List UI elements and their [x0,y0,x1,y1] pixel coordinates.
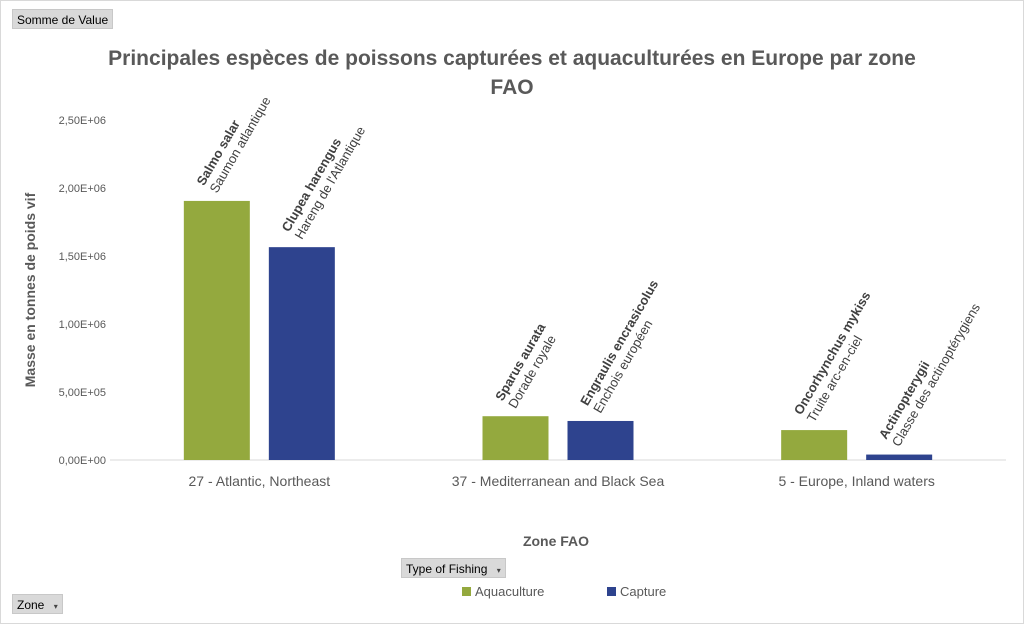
y-tick-label: 1,00E+06 [59,319,106,331]
bar-aquaculture [482,416,549,460]
bar-aquaculture [781,430,848,460]
y-tick-label: 5,00E+05 [59,387,106,399]
x-category-label: 5 - Europe, Inland waters [778,473,934,489]
chart-title-line-1: Principales espèces de poissons capturée… [108,47,916,70]
value-field-label: Somme de Value [17,13,109,27]
legend-swatch-capture [607,587,616,596]
bar-capture [567,420,634,460]
y-tick-label: 0,00E+00 [59,455,106,467]
y-axis-title: Masse en tonnes de poids vif [22,192,38,387]
legend-item-capture: Capture [607,584,666,599]
chevron-down-icon: ▾ [496,566,501,575]
y-axis-ticks: 0,00E+00 5,00E+05 1,00E+06 1,50E+06 2,00E+06… [59,115,106,467]
value-field-button[interactable]: Somme de Value [12,9,114,29]
zone-field-button[interactable]: Zone ▾ [12,594,63,614]
x-category-label: 37 - Mediterranean and Black Sea [452,473,665,489]
data-label-common: Classe des actinoptérygiens [889,300,984,449]
bar-capture [866,454,933,460]
type-of-fishing-field-button[interactable]: Type of Fishing ▾ [401,558,506,578]
x-axis-categories: 27 - Atlantic, Northeast 37 - Mediterrane… [189,473,935,489]
chart-title-line-2: FAO [490,76,533,99]
y-tick-label: 2,50E+06 [59,115,106,127]
bar-aquaculture [183,200,250,461]
bar-capture [268,247,335,460]
legend-label-capture: Capture [620,584,667,599]
chevron-down-icon: ▾ [53,602,58,611]
type-of-fishing-label: Type of Fishing [406,562,488,576]
legend-swatch-aquaculture [462,587,471,596]
x-axis-title: Zone FAO [523,533,589,549]
y-tick-label: 2,00E+06 [59,183,106,195]
legend-item-aquaculture: Aquaculture [462,584,544,599]
zone-field-label: Zone [17,598,45,612]
bars [183,200,933,461]
legend-label-aquaculture: Aquaculture [475,584,545,599]
data-label-scientific: Engraulis encrasicolus [577,277,661,408]
y-tick-label: 1,50E+06 [59,251,106,263]
x-category-label: 27 - Atlantic, Northeast [189,473,331,489]
